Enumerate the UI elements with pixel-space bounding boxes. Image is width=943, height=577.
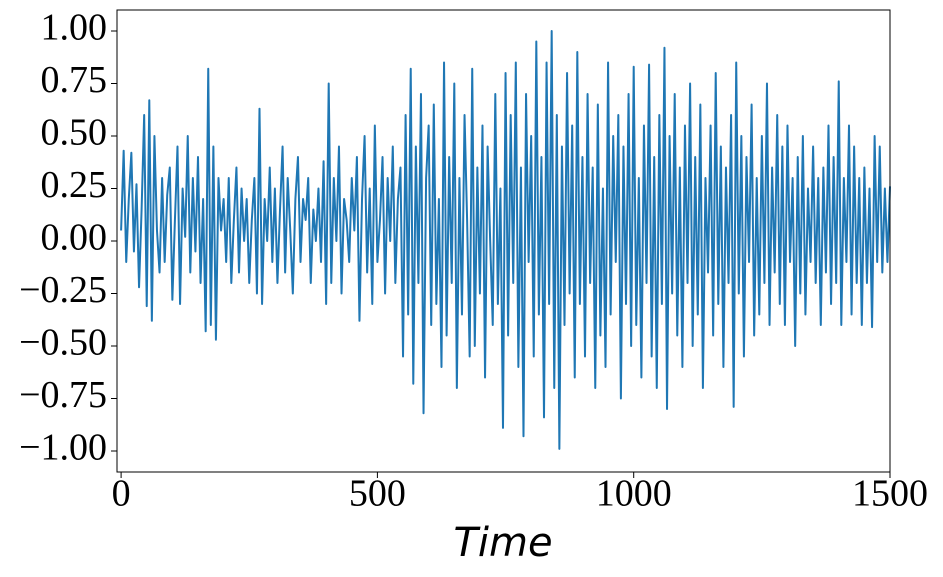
x-tick-label: 1500 <box>852 473 928 515</box>
y-tick-label: −0.75 <box>19 374 107 416</box>
y-tick-label: 0.25 <box>41 164 108 206</box>
x-axis-label: Time <box>453 520 552 566</box>
x-tick-label: 0 <box>112 473 131 515</box>
line-series <box>120 30 891 450</box>
y-tick-label: −0.25 <box>19 269 107 311</box>
y-tick-label: −1.00 <box>19 427 107 469</box>
x-tick-label: 500 <box>349 473 406 515</box>
y-tick-label: 0.75 <box>41 59 108 101</box>
plot-frame <box>116 9 891 473</box>
x-tick-label: 1000 <box>596 473 672 515</box>
y-tick-label: 1.00 <box>41 7 108 49</box>
y-tick-label: −0.50 <box>19 322 107 364</box>
y-tick-label: 0.50 <box>41 112 108 154</box>
y-tick-label: 0.00 <box>41 217 108 259</box>
